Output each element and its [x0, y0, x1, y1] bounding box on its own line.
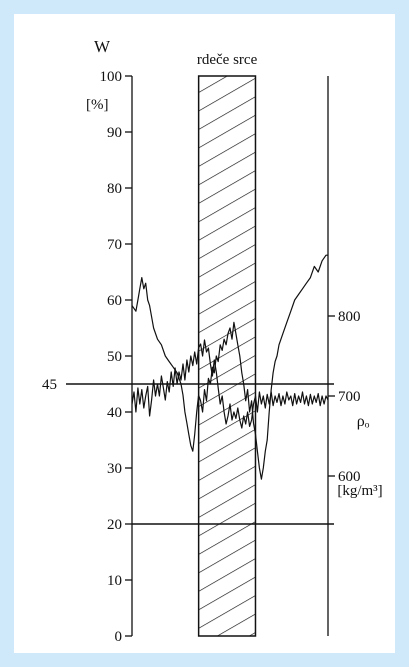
left-tick-label: 30 [107, 461, 122, 477]
reference-lines: 45 [42, 377, 334, 525]
series-group [132, 254, 328, 480]
right-axis-label: ρₒ [357, 413, 370, 430]
left-tick-label: 10 [107, 573, 122, 589]
reference-line-label: 45 [42, 377, 57, 393]
left-tick-label: 20 [107, 517, 122, 533]
figure-panel: rdeče srce 0 10 20 30 40 50 60 70 80 90 100 W [%] … [14, 14, 395, 653]
left-tick-label: 40 [107, 405, 122, 421]
left-axis-unit: [%] [86, 97, 109, 113]
left-tick-label: 80 [107, 181, 122, 197]
right-tick-label: 800 [338, 309, 361, 325]
region-label: rdeče srce [197, 52, 258, 68]
right-axis-ticks: 600 700 800 [328, 309, 361, 485]
left-axis-label: W [94, 37, 111, 56]
left-tick-label: 90 [107, 125, 122, 141]
right-axis-unit: [kg/m³] [337, 483, 382, 499]
left-tick-label: 100 [100, 69, 123, 85]
left-axis-ticks: 0 10 20 30 40 50 60 70 80 90 100 [100, 69, 132, 645]
left-tick-label: 70 [107, 237, 122, 253]
left-tick-label: 50 [107, 349, 122, 365]
left-tick-label: 60 [107, 293, 122, 309]
left-tick-label: 0 [115, 629, 123, 645]
right-tick-label: 700 [338, 389, 361, 405]
moisture-series-line [132, 254, 328, 480]
density-series-line [132, 339, 328, 429]
heartwood-region [197, 75, 257, 637]
right-tick-label: 600 [338, 469, 361, 485]
